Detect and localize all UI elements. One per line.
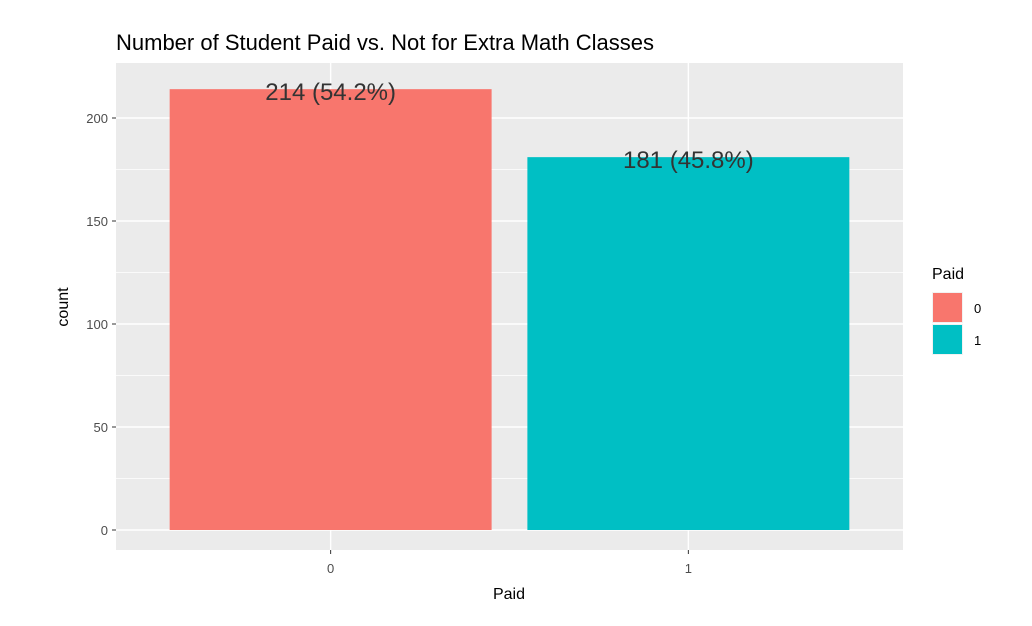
chart-title: Number of Student Paid vs. Not for Extra… (116, 30, 654, 55)
bar-label-1: 181 (45.8%) (623, 147, 754, 174)
bar-data-labels: 214 (54.2%) 181 (45.8%) (265, 79, 753, 174)
legend-entries: 01 (932, 292, 981, 355)
x-tick-label: 0 (327, 561, 334, 576)
bars (169, 89, 850, 530)
y-tick-label: 100 (86, 317, 108, 332)
x-tick-label: 1 (685, 561, 692, 576)
y-tick-label: 200 (86, 111, 108, 126)
y-tick-label: 50 (94, 420, 108, 435)
bar-1 (527, 157, 850, 530)
legend-swatch-1 (933, 325, 962, 354)
legend: Paid 01 (932, 266, 981, 355)
y-tick-label: 0 (101, 523, 108, 538)
bar-label-0: 214 (54.2%) (265, 79, 396, 106)
legend-label-1: 1 (974, 333, 981, 348)
legend-label-0: 0 (974, 301, 981, 316)
y-axis: 0 50 100 150 200 (86, 111, 116, 538)
y-axis-title: count (55, 287, 72, 327)
bar-0 (169, 89, 492, 530)
legend-swatch-0 (933, 293, 962, 322)
x-axis-title: Paid (493, 586, 525, 603)
y-tick-label: 150 (86, 214, 108, 229)
legend-title: Paid (932, 266, 964, 283)
